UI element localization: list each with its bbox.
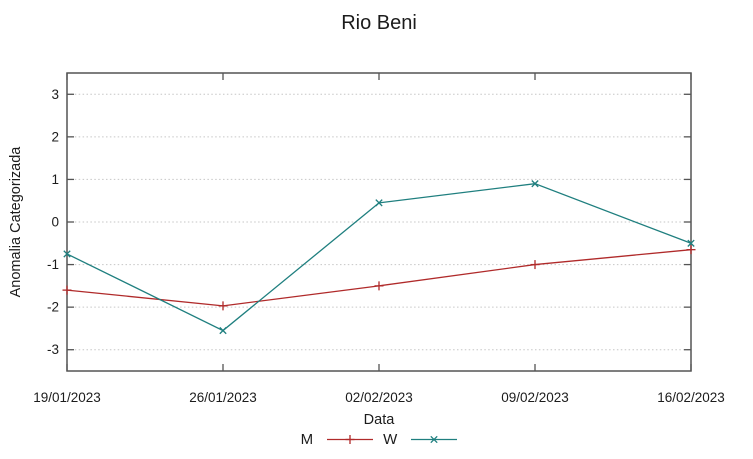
x-tick-label: 19/01/2023 <box>33 390 101 405</box>
cross-marker-line-sample-icon <box>411 435 458 444</box>
x-tick-label: 02/02/2023 <box>345 390 413 405</box>
y-tick-label: 0 <box>51 215 59 230</box>
plus-marker-line-sample-icon <box>327 435 374 444</box>
x-tick-label: 26/01/2023 <box>189 390 257 405</box>
x-tick-label: 09/02/2023 <box>501 390 569 405</box>
legend-item-w: W <box>383 431 458 448</box>
series-W <box>63 180 695 335</box>
legend: M W <box>67 431 691 448</box>
y-tick-label: 3 <box>51 87 59 102</box>
plus-marker-icon <box>218 301 228 311</box>
x-tick-label: 16/02/2023 <box>657 390 725 405</box>
chart-title: Rio Beni <box>341 12 417 34</box>
series-M-line <box>66 249 692 307</box>
plus-marker-icon <box>530 260 540 270</box>
y-tick-label: -1 <box>47 257 59 272</box>
plus-marker-icon <box>345 435 355 444</box>
plus-marker-icon <box>374 281 384 291</box>
y-tick-label: -2 <box>47 300 59 315</box>
cross-marker-icon <box>219 326 227 335</box>
gridlines <box>67 93 691 351</box>
series-M <box>62 245 696 311</box>
y-tick-labels: -3 -2 -1 0 1 2 3 <box>47 87 59 357</box>
plus-marker-icon <box>686 245 696 255</box>
legend-item-m: M <box>301 431 374 448</box>
y-tick-label: 1 <box>51 172 59 187</box>
y-tick-label: -3 <box>47 342 59 357</box>
legend-label-w: W <box>383 431 398 448</box>
legend-label-m: M <box>300 431 314 448</box>
plus-marker-icon <box>62 285 72 295</box>
cross-marker-icon <box>63 250 71 258</box>
cross-marker-icon <box>375 199 383 207</box>
axis-ticks <box>66 73 692 371</box>
cross-marker-icon <box>687 239 695 247</box>
series-W-line <box>66 183 692 332</box>
cross-marker-icon <box>531 180 539 188</box>
cross-marker-icon <box>430 435 438 444</box>
x-tick-labels: 19/01/2023 26/01/2023 02/02/2023 09/02/2023… <box>33 390 725 405</box>
x-axis-label: Data <box>363 412 395 428</box>
y-tick-label: 2 <box>51 129 59 144</box>
